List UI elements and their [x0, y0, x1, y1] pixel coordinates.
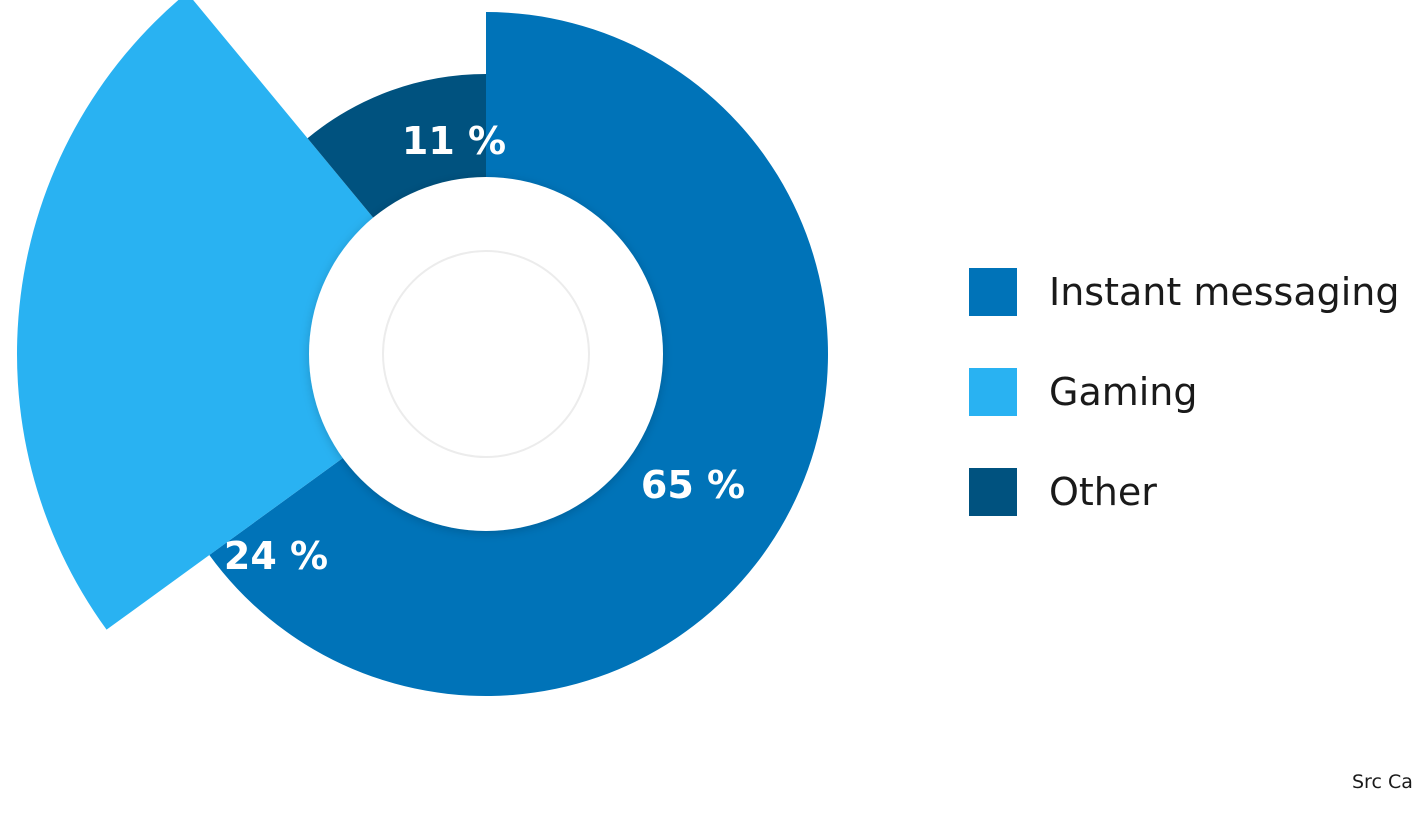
legend-swatch-instant-messaging: [969, 268, 1017, 316]
legend-item-instant-messaging: Instant messaging: [969, 268, 1400, 316]
legend-item-gaming: Gaming: [969, 368, 1400, 416]
slice-label-other: 11 %: [402, 119, 506, 163]
legend-label-other: Other: [1049, 470, 1157, 514]
legend-label-gaming: Gaming: [1049, 370, 1198, 414]
slice-label-instant-messaging: 65 %: [641, 463, 745, 507]
legend-label-instant-messaging: Instant messaging: [1049, 270, 1400, 314]
chart-legend: Instant messaging Gaming Other: [969, 268, 1400, 516]
legend-swatch-gaming: [969, 368, 1017, 416]
legend-swatch-other: [969, 468, 1017, 516]
slice-instant-messaging: [209, 12, 829, 696]
center-hole: [309, 177, 663, 531]
source-note: Src Ca: [1352, 771, 1413, 793]
slice-gaming: [17, 0, 391, 630]
center-ring: [382, 250, 590, 458]
legend-item-other: Other: [969, 468, 1400, 516]
slice-label-gaming: 24 %: [224, 534, 328, 578]
